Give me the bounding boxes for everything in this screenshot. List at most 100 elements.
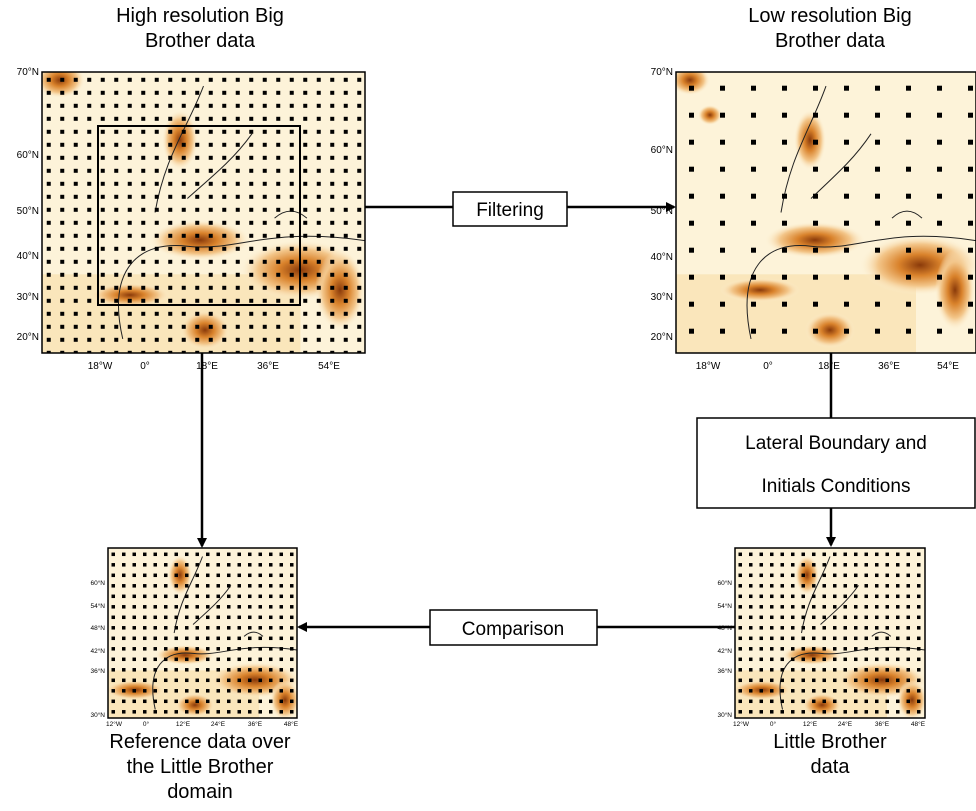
grid-point bbox=[154, 563, 158, 567]
grid-point bbox=[206, 710, 210, 714]
grid-point bbox=[238, 605, 242, 609]
map-panel: Reference data overthe Little Brotherdom… bbox=[90, 548, 300, 803]
grid-point bbox=[833, 637, 837, 641]
grid-point bbox=[344, 91, 348, 95]
grid-point bbox=[844, 563, 848, 567]
grid-point bbox=[60, 91, 64, 95]
x-tick-label: 12°E bbox=[176, 720, 191, 728]
grid-point bbox=[802, 626, 806, 630]
grid-point bbox=[143, 689, 147, 693]
grid-point bbox=[833, 679, 837, 683]
grid-point bbox=[168, 156, 172, 160]
grid-point bbox=[917, 710, 921, 714]
grid-point bbox=[802, 563, 806, 567]
grid-point bbox=[175, 595, 179, 599]
grid-point bbox=[269, 668, 273, 672]
grid-point bbox=[875, 668, 879, 672]
grid-point bbox=[770, 689, 774, 693]
grid-point bbox=[175, 574, 179, 578]
grid-point bbox=[248, 689, 252, 693]
grid-point bbox=[141, 338, 145, 342]
filtering-box: Filtering bbox=[453, 192, 567, 226]
grid-point bbox=[907, 563, 911, 567]
grid-point bbox=[357, 78, 361, 82]
grid-point bbox=[195, 273, 199, 277]
grid-point bbox=[60, 221, 64, 225]
grid-point bbox=[195, 338, 199, 342]
grid-point bbox=[112, 668, 116, 672]
grid-point bbox=[112, 710, 116, 714]
grid-point bbox=[720, 86, 725, 91]
grid-point bbox=[330, 247, 334, 251]
grid-point bbox=[896, 595, 900, 599]
grid-point bbox=[760, 679, 764, 683]
grid-point bbox=[844, 679, 848, 683]
grid-point bbox=[175, 616, 179, 620]
grid-point bbox=[112, 679, 116, 683]
grid-point bbox=[175, 626, 179, 630]
grid-point bbox=[844, 689, 848, 693]
grid-point bbox=[833, 668, 837, 672]
grid-point bbox=[112, 700, 116, 704]
grid-point bbox=[813, 140, 818, 145]
grid-point bbox=[749, 689, 753, 693]
grid-point bbox=[154, 679, 158, 683]
grid-point bbox=[196, 668, 200, 672]
grid-point bbox=[875, 710, 879, 714]
grid-point bbox=[886, 689, 890, 693]
grid-point bbox=[101, 299, 105, 303]
grid-point bbox=[259, 689, 263, 693]
grid-point bbox=[217, 689, 221, 693]
y-tick-label: 30°N bbox=[17, 292, 39, 303]
comparison-box: Comparison bbox=[430, 610, 597, 645]
grid-point bbox=[303, 91, 307, 95]
grid-point bbox=[101, 156, 105, 160]
grid-point bbox=[248, 574, 252, 578]
grid-point bbox=[128, 247, 132, 251]
grid-point bbox=[906, 167, 911, 172]
grid-point bbox=[47, 247, 51, 251]
grid-point bbox=[280, 689, 284, 693]
grid-point bbox=[114, 260, 118, 264]
grid-point bbox=[195, 104, 199, 108]
grid-point bbox=[74, 104, 78, 108]
grid-point bbox=[141, 260, 145, 264]
grid-point bbox=[248, 595, 252, 599]
grid-point bbox=[196, 626, 200, 630]
grid-point bbox=[357, 182, 361, 186]
grid-point bbox=[844, 605, 848, 609]
grid-point bbox=[114, 221, 118, 225]
grid-point bbox=[813, 329, 818, 334]
grid-point bbox=[854, 605, 858, 609]
grid-point bbox=[357, 195, 361, 199]
grid-point bbox=[907, 668, 911, 672]
grid-point bbox=[155, 260, 159, 264]
grid-point bbox=[209, 104, 213, 108]
x-tick-label: 48°E bbox=[284, 720, 299, 728]
x-tick-label: 36°E bbox=[257, 361, 279, 372]
grid-point bbox=[802, 584, 806, 588]
grid-point bbox=[317, 169, 321, 173]
grid-point bbox=[896, 563, 900, 567]
grid-point bbox=[101, 325, 105, 329]
grid-point bbox=[907, 647, 911, 651]
y-tick-label: 36°N bbox=[717, 667, 732, 675]
grid-point bbox=[330, 182, 334, 186]
grid-point bbox=[875, 616, 879, 620]
grid-point bbox=[112, 584, 116, 588]
grid-point bbox=[164, 563, 168, 567]
grid-point bbox=[236, 234, 240, 238]
grid-point bbox=[937, 194, 942, 199]
grid-point bbox=[263, 338, 267, 342]
grid-point bbox=[141, 182, 145, 186]
grid-point bbox=[854, 700, 858, 704]
grid-point bbox=[259, 626, 263, 630]
grid-point bbox=[791, 553, 795, 557]
grid-point bbox=[854, 689, 858, 693]
grid-point bbox=[227, 700, 231, 704]
grid-point bbox=[760, 700, 764, 704]
grid-point bbox=[290, 574, 294, 578]
grid-point bbox=[844, 658, 848, 662]
grid-point bbox=[770, 595, 774, 599]
grid-point bbox=[185, 595, 189, 599]
